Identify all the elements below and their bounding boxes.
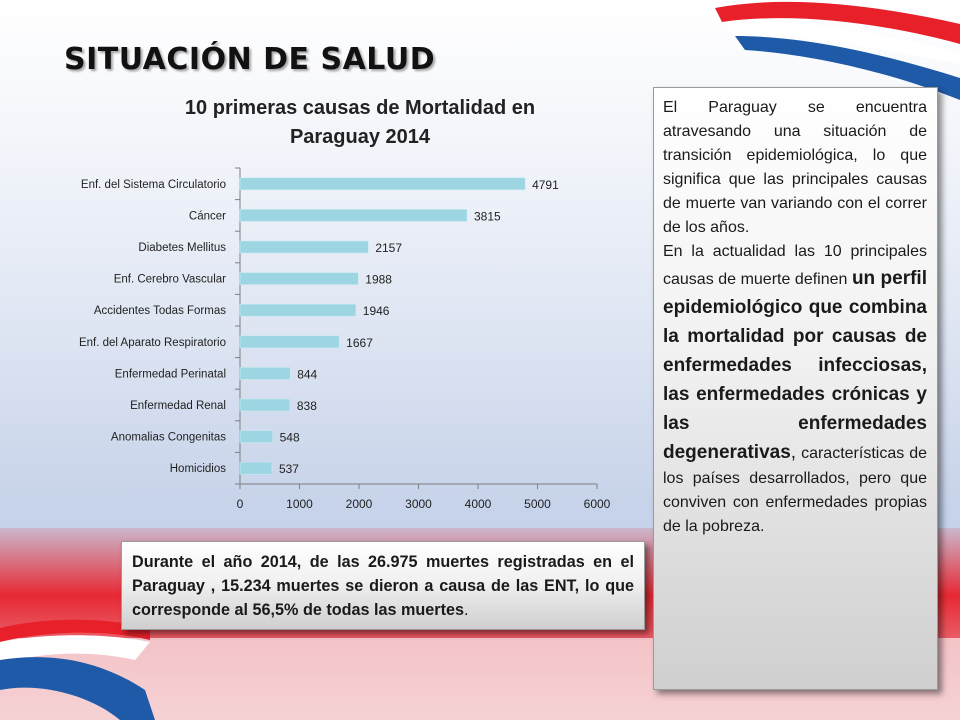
data-label: 2157 [375, 241, 402, 255]
ribbon-top-white [722, 21, 960, 65]
epidemiology-text-box: El Paraguay se encuentra atravesando una… [653, 87, 938, 690]
profile-ending: características de los países desarrolla… [663, 445, 927, 535]
category-label: Enf. Cerebro Vascular [114, 274, 226, 286]
x-tick-label: 3000 [405, 497, 432, 511]
profile-intro: En la actualidad las 10 principales caus… [663, 243, 927, 288]
data-label: 838 [297, 399, 317, 413]
ribbon-bottom-white [0, 635, 150, 664]
summary-period: . [463, 601, 469, 619]
ribbon-bottom-red [0, 619, 150, 642]
chart-title-line-2: Paraguay 2014 [290, 126, 431, 148]
slide-title: SITUACIÓN DE SALUD [64, 42, 436, 77]
bar-5 [239, 335, 340, 349]
category-label: Cáncer [189, 210, 226, 222]
x-tick-label: 4000 [465, 497, 492, 511]
category-label: Enfermedad Renal [130, 400, 226, 412]
bar-2 [239, 240, 369, 254]
category-label: Accidentes Todas Formas [94, 305, 226, 317]
data-label: 3815 [474, 209, 501, 223]
data-label: 1988 [365, 273, 392, 287]
profile-comma: , [790, 442, 797, 463]
x-tick-label: 2000 [346, 497, 373, 511]
paragraph-transition: El Paraguay se encuentra atravesando una… [663, 99, 927, 236]
category-label: Enfermedad Perinatal [115, 368, 226, 380]
category-label: Diabetes Mellitus [138, 242, 226, 254]
paragraph-profile: En la actualidad las 10 principales caus… [663, 240, 927, 539]
bar-4 [239, 303, 357, 317]
summary-box: Durante el año 2014, de las 26.975 muert… [121, 541, 645, 630]
summary-text: Durante el año 2014, de las 26.975 muert… [132, 553, 634, 619]
bar-7 [239, 398, 291, 412]
bar-8 [239, 430, 273, 443]
ribbon-bottom-blue [0, 657, 155, 720]
data-label: 548 [280, 431, 300, 445]
x-tick-label: 1000 [286, 497, 313, 511]
category-label: Anomalias Congenitas [111, 432, 226, 444]
data-label: 844 [297, 367, 317, 381]
bar-1 [239, 209, 468, 222]
bar-9 [239, 461, 273, 475]
category-label: Enf. del Sistema Circulatorio [81, 179, 226, 191]
ribbon-top-blue [735, 36, 960, 100]
ribbon-top-red [715, 1, 960, 44]
chart-title-line-1: 10 primeras causas de Mortalidad en [185, 97, 535, 119]
category-label: Enf. del Aparato Respiratorio [79, 337, 226, 349]
data-label: 4791 [532, 178, 559, 192]
data-label: 1946 [363, 304, 390, 318]
x-tick-label: 0 [237, 497, 244, 511]
category-label: Homicidios [170, 463, 226, 475]
data-label: 1667 [346, 336, 373, 350]
profile-highlight: un perfil epidemiológico que combina la … [663, 268, 927, 463]
x-tick-label: 6000 [584, 497, 611, 511]
data-label: 537 [279, 462, 299, 476]
bar-0 [239, 177, 526, 191]
bar-6 [239, 367, 291, 380]
bar-3 [239, 272, 359, 285]
x-tick-label: 5000 [524, 497, 551, 511]
